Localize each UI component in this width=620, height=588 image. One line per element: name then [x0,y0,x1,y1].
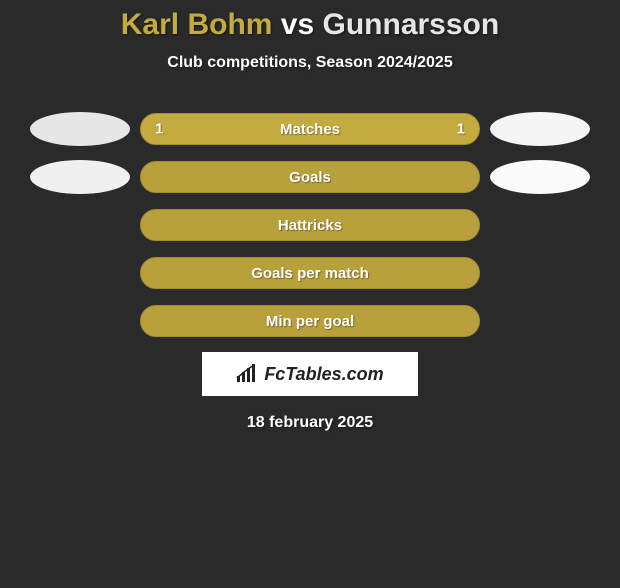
branding-badge: FcTables.com [202,352,418,396]
stat-bar: Min per goal [140,305,480,337]
title-left-name: Karl Bohm [121,8,273,41]
title-vs: vs [281,8,323,41]
stat-value-left: 1 [155,121,163,138]
stat-bar: Hattricks [140,209,480,241]
stat-label: Goals [289,169,331,186]
stat-label: Matches [280,121,340,138]
subtitle: Club competitions, Season 2024/2025 [0,54,620,72]
ellipse-placeholder [490,208,590,242]
stat-bar: Goals per match [140,257,480,289]
date-text: 18 february 2025 [0,414,620,432]
stat-bar: 1 1 Matches [140,113,480,145]
title-right-name: Gunnarsson [323,8,500,41]
ellipse-placeholder [30,208,130,242]
branding-text: FcTables.com [264,364,383,385]
stat-bar: Goals [140,161,480,193]
player-right-ellipse [490,160,590,194]
stat-row: Goals [0,160,620,194]
stat-label: Min per goal [266,313,354,330]
ellipse-placeholder [30,304,130,338]
ellipse-placeholder [490,304,590,338]
stat-label: Goals per match [251,265,369,282]
ellipse-placeholder [490,256,590,290]
ellipse-placeholder [30,256,130,290]
player-left-ellipse [30,112,130,146]
player-left-ellipse [30,160,130,194]
stat-row: Hattricks [0,208,620,242]
chart-icon [236,364,258,384]
stat-label: Hattricks [278,217,342,234]
page-title: Karl Bohm vs Gunnarsson [0,8,620,42]
player-right-ellipse [490,112,590,146]
stat-row: Goals per match [0,256,620,290]
stats-rows: 1 1 Matches Goals Hattricks Goals per match Mi… [0,112,620,338]
stat-value-right: 1 [457,121,465,138]
stat-row: Min per goal [0,304,620,338]
stat-row: 1 1 Matches [0,112,620,146]
